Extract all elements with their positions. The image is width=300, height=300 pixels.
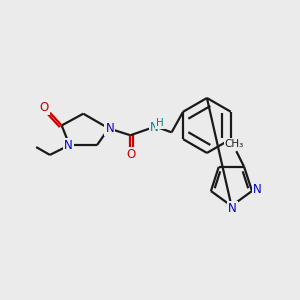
Text: N: N: [228, 202, 237, 215]
Text: O: O: [39, 101, 49, 114]
Text: N: N: [253, 183, 261, 196]
Text: CH₃: CH₃: [225, 139, 244, 149]
Text: N: N: [105, 122, 114, 135]
Text: H: H: [156, 118, 164, 128]
Text: N: N: [64, 139, 73, 152]
Text: O: O: [127, 148, 136, 161]
Text: N: N: [150, 121, 158, 134]
